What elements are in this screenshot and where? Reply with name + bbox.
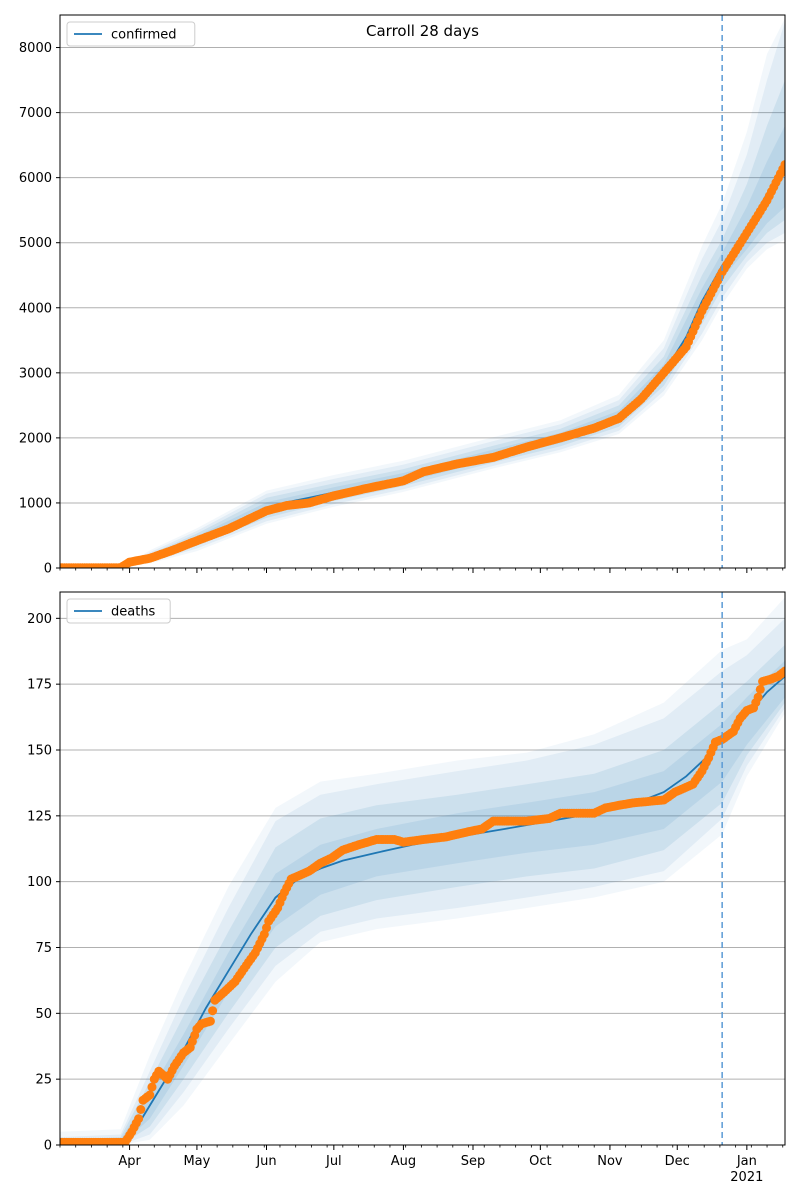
x-tick-label: Apr [118,1154,141,1169]
y-tick-label: 4000 [19,301,52,316]
x-tick-label: Aug [391,1154,416,1169]
y-tick-label: 8000 [19,41,52,56]
confirmed-panel: 0 1000 2000 3000 4000 5000 6000 7000 8000 Carroll… [19,14,786,577]
y-tick-label: 1000 [19,496,52,511]
x-tick-label: Jun [255,1154,276,1169]
x-tick-label: Sep [461,1154,486,1169]
x-tick-label: Jan [736,1154,757,1169]
axes-frame [59,591,786,1146]
y-tick-label: 100 [27,875,52,890]
observed-point [134,1114,144,1124]
y-tick-label: 3000 [19,366,52,381]
observed-point [147,1082,157,1092]
y-tick-label: 200 [27,612,52,627]
plot-area [60,18,785,568]
y-tick-label: 6000 [19,171,52,186]
x-tick-label: May [183,1154,210,1169]
observed-point [145,1090,155,1100]
chart-title: Carroll 28 days [366,22,479,40]
y-tick-label: 0 [44,1139,52,1154]
y-tick-label: 7000 [19,106,52,121]
observed-point [755,684,765,694]
legend-box [66,598,171,624]
legend: deaths [66,598,171,624]
observed-point [753,692,763,702]
observed-point [780,160,785,170]
y-tick-label: 150 [27,744,52,759]
axes-frame [59,14,786,569]
uncertainty-band [60,18,785,568]
legend-label: confirmed [111,28,177,43]
deaths-panel: 0 25 50 75 100 125 150 175 200 Apr May Jun Jul Aug Sep… [27,591,786,1185]
y-tick-label: 175 [27,678,52,693]
x-tick-label: Oct [529,1154,551,1169]
observed-point [136,1105,146,1114]
uncertainty-band [60,597,785,1145]
observed-point [780,666,785,676]
y-tick-label: 75 [35,941,52,956]
plot-area [60,597,785,1145]
uncertainty-band [60,21,785,568]
y-tick-label: 25 [35,1073,52,1088]
uncertainty-band [60,618,785,1145]
y-tick-label: 0 [44,562,52,577]
x-tick-label: Dec [665,1154,690,1169]
y-tick-label: 2000 [19,431,52,446]
x-tick-label: Jul [325,1154,342,1169]
x-tick-label: Nov [597,1154,623,1169]
x-year-label: 2021 [730,1170,763,1185]
y-tick-label: 125 [27,809,52,824]
observed-point [205,1016,215,1026]
y-tick-label: 5000 [19,236,52,251]
legend: confirmed [66,21,196,47]
legend-label: deaths [111,605,156,620]
observed-point [208,1006,218,1016]
legend-box [66,21,196,47]
y-tick-label: 50 [35,1007,52,1022]
